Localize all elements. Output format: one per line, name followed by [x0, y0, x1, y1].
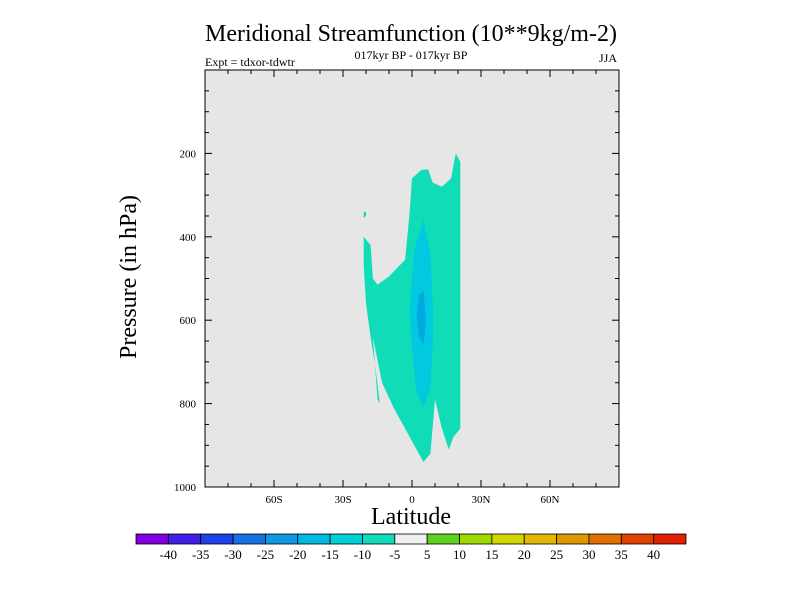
- colorbar-label: 35: [615, 547, 628, 562]
- colorbar-box: [653, 533, 687, 545]
- colorbar-label: 25: [550, 547, 563, 562]
- x-tick-label: 0: [409, 494, 415, 506]
- chart-subtitle-right: JJA: [599, 51, 617, 65]
- colorbar-label: -30: [224, 547, 241, 562]
- colorbar-label: -25: [257, 547, 274, 562]
- colorbar-box: [491, 533, 525, 545]
- colorbar-box: [556, 533, 590, 545]
- colorbar-label: 40: [647, 547, 660, 562]
- colorbar-box: [362, 533, 396, 545]
- y-tick-label: 1000: [174, 482, 197, 494]
- x-tick-label: 60S: [265, 494, 282, 506]
- y-tick-label: 400: [180, 232, 197, 244]
- colorbar-box: [394, 533, 428, 545]
- colorbar-label: -5: [389, 547, 400, 562]
- y-tick-label: 800: [180, 399, 197, 411]
- colorbar-box: [200, 533, 234, 545]
- colorbar-label: -15: [321, 547, 338, 562]
- colorbar-label: 20: [518, 547, 531, 562]
- colorbar-box: [329, 533, 363, 545]
- colorbar-label: -35: [192, 547, 209, 562]
- colorbar-label: -20: [289, 547, 306, 562]
- x-tick-label: 60N: [541, 494, 560, 506]
- colorbar: -40 -35 -30 -25 -20 -15 -10 -5 5 10 15 20 25 30 35 40: [135, 533, 687, 562]
- colorbar-box: [232, 533, 266, 545]
- colorbar-box: [265, 533, 299, 545]
- colorbar-label: 15: [485, 547, 498, 562]
- y-tick-label: 600: [180, 315, 197, 327]
- colorbar-label: 30: [582, 547, 595, 562]
- x-axis-label: Latitude: [371, 504, 451, 530]
- colorbar-label: 10: [453, 547, 466, 562]
- x-tick-label: 30S: [334, 494, 351, 506]
- colorbar-label: -40: [160, 547, 177, 562]
- colorbar-box: [523, 533, 557, 545]
- contour-level-minus15-to-minus20: [416, 291, 426, 346]
- colorbar-box: [426, 533, 460, 545]
- y-axis-ticks: 200 400 600 800 1000: [174, 90, 619, 494]
- colorbar-box: [167, 533, 202, 545]
- chart-subtitle-center: 017kyr BP - 017kyr BP: [355, 48, 468, 62]
- y-axis-label: Pressure (in hPa): [116, 195, 142, 359]
- chart-title: Meridional Streamfunction (10**9kg/m-2): [205, 21, 617, 47]
- colorbar-box: [135, 533, 169, 545]
- colorbar-label: -10: [354, 547, 371, 562]
- colorbar-box: [588, 533, 622, 545]
- colorbar-box: [297, 533, 331, 545]
- contour-level-minus5-to-minus10-small: [363, 211, 366, 218]
- x-tick-label: 30N: [472, 494, 491, 506]
- colorbar-box: [620, 533, 655, 545]
- colorbar-label: 5: [424, 547, 431, 562]
- x-axis-ticks: 60S 30S 0 30N 60N: [227, 70, 597, 506]
- chart-subtitle-left: Expt = tdxor-tdwtr: [205, 55, 295, 69]
- colorbar-box: [459, 533, 493, 545]
- y-tick-label: 200: [180, 148, 197, 160]
- contour-layer: [363, 153, 461, 462]
